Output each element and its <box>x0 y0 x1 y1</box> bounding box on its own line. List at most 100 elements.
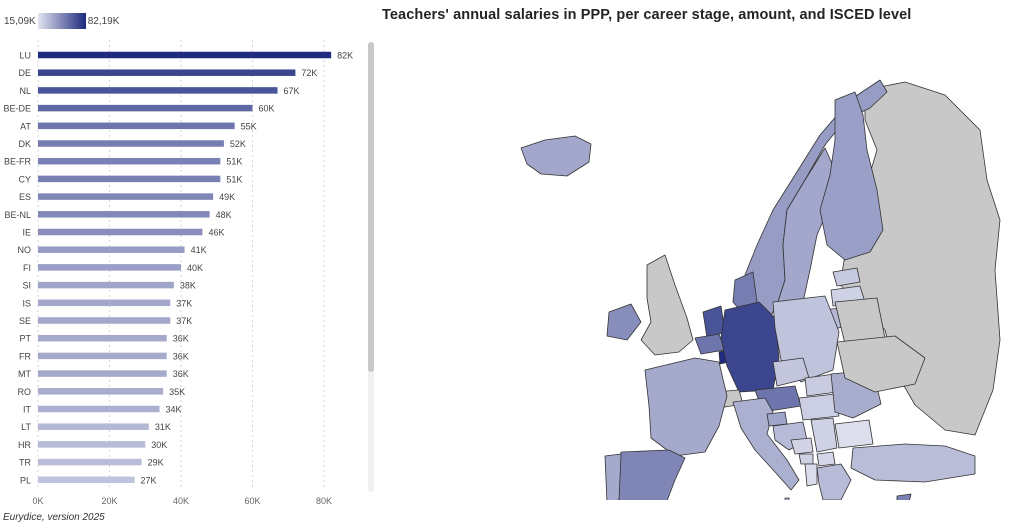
bar <box>38 441 146 448</box>
map-region-si[interactable] <box>766 411 788 427</box>
category-label: FI <box>23 263 31 273</box>
x-tick-label: 40K <box>173 496 189 506</box>
bar <box>38 175 221 183</box>
map-region-me[interactable] <box>798 453 814 465</box>
x-tick-label: 60K <box>244 496 260 506</box>
bar <box>38 51 332 59</box>
legend-min-label: 15,09K <box>4 15 36 27</box>
data-label: 38K <box>180 281 196 291</box>
category-label: TR <box>19 458 31 468</box>
data-label: 35K <box>169 387 185 397</box>
category-label: BE-FR <box>4 157 32 167</box>
salary-bar-chart: 0K 20K 40K 60K 80K LU 82K DE 72K NL 67K BE-DE 60K AT 5… <box>3 40 353 506</box>
category-label: SE <box>19 316 31 326</box>
bar <box>38 122 235 130</box>
map-region-se[interactable] <box>776 147 836 333</box>
category-label: NO <box>18 245 32 255</box>
map-region-it[interactable] <box>732 397 800 491</box>
category-label: BE-NL <box>4 210 31 220</box>
bar <box>38 334 167 342</box>
bar <box>38 157 221 165</box>
data-label: 67K <box>284 86 300 96</box>
bar <box>38 458 142 466</box>
bar <box>38 317 171 324</box>
bar <box>38 299 171 307</box>
map-region-al[interactable] <box>804 463 818 487</box>
europe-map <box>520 79 1001 500</box>
data-label: 82K <box>337 51 353 61</box>
map-region-ua[interactable] <box>836 335 926 393</box>
bar <box>38 388 164 395</box>
data-label: 60K <box>259 104 275 114</box>
data-label: 27K <box>141 475 157 485</box>
data-label: 72K <box>301 68 317 78</box>
data-label: 51K <box>226 157 242 167</box>
bar <box>38 69 296 76</box>
map-region-cz[interactable] <box>772 357 810 387</box>
category-label: NL <box>19 86 31 96</box>
map-region-bg[interactable] <box>834 419 874 449</box>
data-label: 37K <box>176 316 192 326</box>
source-note: Eurydice, version 2025 <box>3 512 105 523</box>
map-region-rs[interactable] <box>810 417 838 453</box>
map-region-tr[interactable] <box>850 443 976 483</box>
category-label: IT <box>23 405 32 415</box>
map-region-ba[interactable] <box>790 437 814 455</box>
category-label: PT <box>19 334 31 344</box>
data-label: 51K <box>226 174 242 184</box>
category-label: PL <box>20 475 31 485</box>
legend-gradient <box>37 13 86 29</box>
data-label: 31K <box>155 422 171 432</box>
category-label: IE <box>22 228 31 238</box>
bar <box>38 264 181 271</box>
map-region-ee[interactable] <box>832 267 861 287</box>
data-label: 36K <box>173 369 189 379</box>
scrollbar-thumb[interactable] <box>368 42 374 372</box>
bar <box>38 228 203 236</box>
bar <box>38 193 214 200</box>
map-region-de[interactable] <box>720 301 780 393</box>
map-region-be[interactable] <box>694 333 726 355</box>
bar <box>38 370 167 377</box>
map-region-fr[interactable] <box>644 357 728 457</box>
bar <box>38 246 185 253</box>
category-label: FR <box>19 351 31 361</box>
map-region-mk[interactable] <box>816 451 836 467</box>
data-label: 29K <box>148 458 164 468</box>
bar <box>38 476 135 484</box>
category-label: IS <box>22 298 31 308</box>
category-label: LU <box>19 51 31 61</box>
x-tick-label: 0K <box>32 496 43 506</box>
data-label: 55K <box>241 121 257 131</box>
category-label: DE <box>18 68 31 78</box>
category-label: LT <box>21 422 31 432</box>
legend-max-label: 82,19K <box>87 15 120 27</box>
category-label: CY <box>18 174 31 184</box>
map-region-es[interactable] <box>614 449 686 500</box>
bar <box>38 405 160 413</box>
bar <box>38 423 149 430</box>
category-label: ES <box>19 192 31 202</box>
data-label: 37K <box>176 298 192 308</box>
data-label: 36K <box>173 334 189 344</box>
page-title: Teachers' annual salaries in PPP, per ca… <box>382 7 912 23</box>
map-region-gr[interactable] <box>816 463 852 500</box>
map-region-ie[interactable] <box>606 303 642 341</box>
bar <box>38 104 253 112</box>
map-region-gb[interactable] <box>640 254 694 356</box>
map-region-cy[interactable] <box>896 493 912 500</box>
x-tick-label: 20K <box>101 496 117 506</box>
bar <box>38 87 278 94</box>
category-label: RO <box>18 387 32 397</box>
category-label: DK <box>18 139 31 149</box>
map-region-mt[interactable] <box>784 497 790 500</box>
map-region-pt[interactable] <box>604 453 622 500</box>
data-label: 40K <box>187 263 203 273</box>
map-region-fi[interactable] <box>819 91 884 261</box>
map-region-by[interactable] <box>834 297 886 345</box>
map-region-is[interactable] <box>520 135 592 177</box>
data-label: 48K <box>216 210 232 220</box>
map-region-hu[interactable] <box>798 393 840 421</box>
data-label: 34K <box>166 405 182 415</box>
bar <box>38 140 224 147</box>
